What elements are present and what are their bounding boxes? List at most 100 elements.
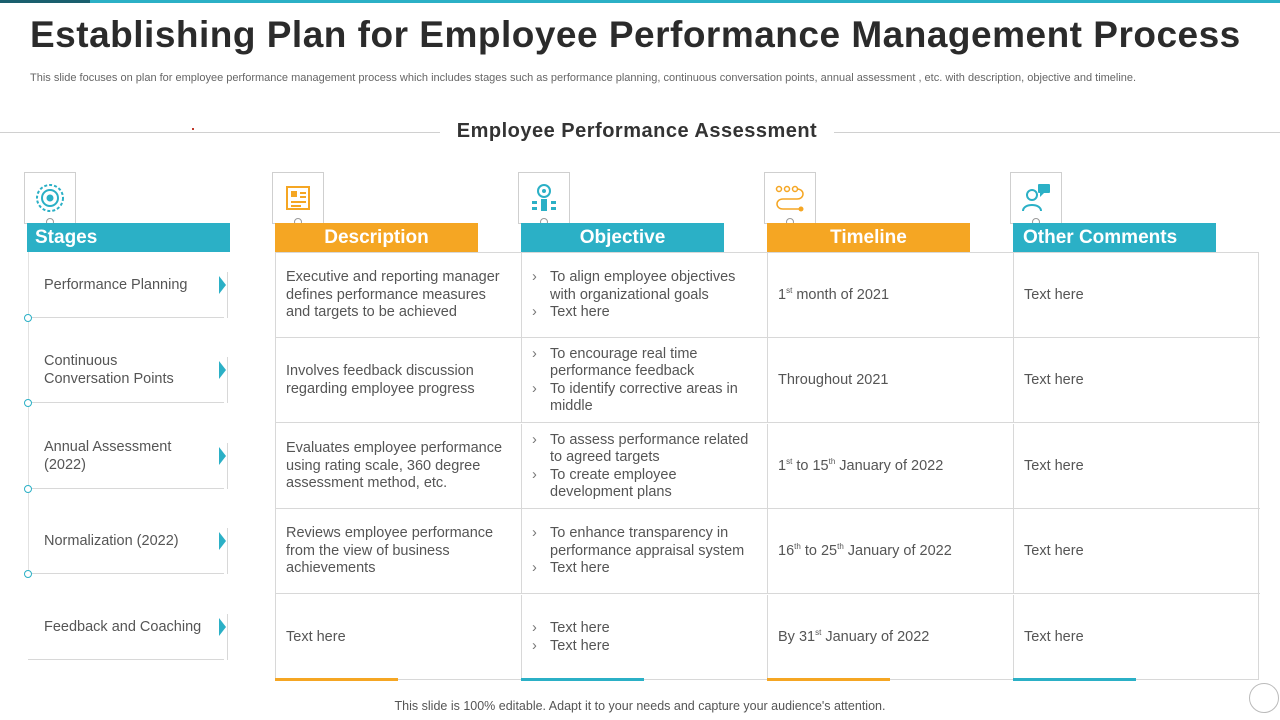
stage-underline bbox=[28, 488, 224, 489]
header-timeline: Timeline bbox=[767, 223, 970, 252]
decorative-dot bbox=[192, 128, 194, 130]
objective-list: To encourage real time performance feedb… bbox=[532, 346, 761, 416]
objective-cell: To assess performance related to agreed … bbox=[522, 424, 768, 509]
timeline-text: month of 2021 bbox=[792, 286, 890, 303]
timeline-text: 1 bbox=[778, 286, 787, 303]
section-title: Employee Performance Assessment bbox=[456, 120, 818, 142]
comment-cell: Text here bbox=[1024, 628, 1084, 645]
objective-list: To align employee objectives with organi… bbox=[532, 269, 761, 322]
timeline-text: to 15 bbox=[792, 457, 829, 474]
stage-item: Annual Assessment (2022) bbox=[24, 423, 228, 493]
chevron-right-icon bbox=[219, 447, 226, 465]
stages-icon-box bbox=[24, 172, 76, 224]
table-row: Involves feedback discussion regarding e… bbox=[276, 338, 1260, 423]
comment-cell: Text here bbox=[1024, 371, 1084, 388]
stage-corner bbox=[216, 357, 228, 403]
timeline-text: January of 2022 bbox=[843, 542, 952, 559]
objective-item: To assess performance related to agreed … bbox=[532, 432, 761, 467]
objective-cell: Text here Text here bbox=[522, 595, 768, 680]
timeline-text: 1 bbox=[778, 457, 787, 474]
description-icon-box bbox=[272, 172, 324, 224]
comment-cell: Text here bbox=[1024, 457, 1084, 474]
stage-underline bbox=[28, 317, 224, 318]
timeline-ordinal: th bbox=[828, 456, 836, 466]
timeline-ordinal: st bbox=[786, 285, 793, 295]
timeline-ordinal: th bbox=[837, 541, 844, 551]
comment-cell: Text here bbox=[1024, 286, 1084, 303]
stage-corner bbox=[216, 443, 228, 489]
stage-underline bbox=[28, 573, 224, 574]
comment-cell: Text here bbox=[1024, 542, 1084, 559]
stage-dot bbox=[24, 399, 32, 407]
stage-item: Normalization (2022) bbox=[24, 508, 228, 578]
target-gear-icon bbox=[36, 184, 64, 212]
stage-corner bbox=[216, 614, 228, 660]
objective-cell: To enhance transparency in performance a… bbox=[522, 509, 768, 594]
page-subtitle: This slide focuses on plan for employee … bbox=[30, 72, 1137, 84]
header-other-comments: Other Comments bbox=[1013, 223, 1216, 252]
table-row: Text here Text here Text here By 31st Ja… bbox=[276, 595, 1260, 680]
timeline-text: January of 2022 bbox=[835, 457, 944, 474]
table-row: Executive and reporting manager defines … bbox=[276, 253, 1260, 338]
document-chart-icon bbox=[286, 186, 310, 210]
timeline-text: to 25 bbox=[800, 542, 838, 559]
top-accent-bar bbox=[0, 0, 1280, 3]
stage-label: Annual Assessment (2022) bbox=[44, 439, 172, 473]
timeline-text: Throughout 2021 bbox=[778, 371, 889, 388]
timeline-text: January of 2022 bbox=[821, 628, 930, 645]
stage-item: Feedback and Coaching bbox=[28, 594, 228, 660]
timeline-cell: 16th to 25th January of 2022 bbox=[768, 509, 1014, 594]
chevron-right-icon bbox=[219, 618, 226, 636]
chevron-right-icon bbox=[219, 276, 226, 294]
corner-circle-icon bbox=[1249, 683, 1279, 713]
objective-item: Text here bbox=[532, 620, 610, 638]
stage-underline bbox=[28, 659, 224, 660]
timeline-bottom-bar bbox=[767, 678, 890, 681]
timeline-ordinal: st bbox=[786, 456, 793, 466]
objective-item: Text here bbox=[532, 560, 761, 578]
stage-dot bbox=[24, 485, 32, 493]
stages-connector-line bbox=[28, 252, 29, 574]
timeline-ordinal: th bbox=[794, 541, 801, 551]
description-cell: Involves feedback discussion regarding e… bbox=[276, 338, 522, 423]
description-bottom-bar bbox=[275, 678, 398, 681]
section-divider-right bbox=[834, 132, 1280, 133]
stage-corner bbox=[216, 528, 228, 574]
page-title: Establishing Plan for Employee Performan… bbox=[30, 14, 1241, 55]
description-cell: Reviews employee performance from the vi… bbox=[276, 509, 522, 594]
stage-dot bbox=[24, 570, 32, 578]
stage-label: Performance Planning bbox=[44, 277, 188, 293]
stage-label: Normalization (2022) bbox=[44, 533, 179, 549]
timeline-cell: 1st month of 2021 bbox=[768, 253, 1014, 338]
assessment-table: Executive and reporting manager defines … bbox=[275, 252, 1260, 680]
objective-list: Text here Text here bbox=[532, 620, 610, 655]
timeline-cell: 1st to 15th January of 2022 bbox=[768, 424, 1014, 509]
header-description: Description bbox=[275, 223, 478, 252]
objective-item: Text here bbox=[532, 638, 610, 656]
timeline-ordinal: st bbox=[815, 627, 822, 637]
timeline-text: 16 bbox=[778, 542, 795, 559]
stage-corner bbox=[216, 272, 228, 318]
stage-label: Feedback and Coaching bbox=[44, 619, 202, 635]
header-stages: Stages bbox=[27, 223, 230, 252]
objective-bottom-bar bbox=[521, 678, 644, 681]
table-row: Evaluates employee performance using rat… bbox=[276, 424, 1260, 509]
table-row: Reviews employee performance from the vi… bbox=[276, 509, 1260, 594]
user-chat-icon bbox=[1022, 184, 1050, 212]
objective-item: To encourage real time performance feedb… bbox=[532, 346, 761, 381]
chevron-right-icon bbox=[219, 361, 226, 379]
stage-item: Performance Planning bbox=[24, 252, 228, 322]
objective-item: Text here bbox=[532, 304, 761, 322]
description-cell: Evaluates employee performance using rat… bbox=[276, 424, 522, 509]
description-cell: Text here bbox=[276, 595, 522, 680]
objective-icon-box bbox=[518, 172, 570, 224]
description-cell: Executive and reporting manager defines … bbox=[276, 253, 522, 338]
chevron-right-icon bbox=[219, 532, 226, 550]
objective-cell: To align employee objectives with organi… bbox=[522, 253, 768, 338]
objective-item: To enhance transparency in performance a… bbox=[532, 525, 761, 560]
stage-label: Continuous Conversation Points bbox=[44, 353, 174, 387]
footer-note: This slide is 100% editable. Adapt it to… bbox=[394, 699, 886, 713]
stage-dot bbox=[24, 314, 32, 322]
top-accent-dark-bar bbox=[0, 0, 90, 3]
objective-item: To identify corrective areas in middle bbox=[532, 381, 761, 416]
